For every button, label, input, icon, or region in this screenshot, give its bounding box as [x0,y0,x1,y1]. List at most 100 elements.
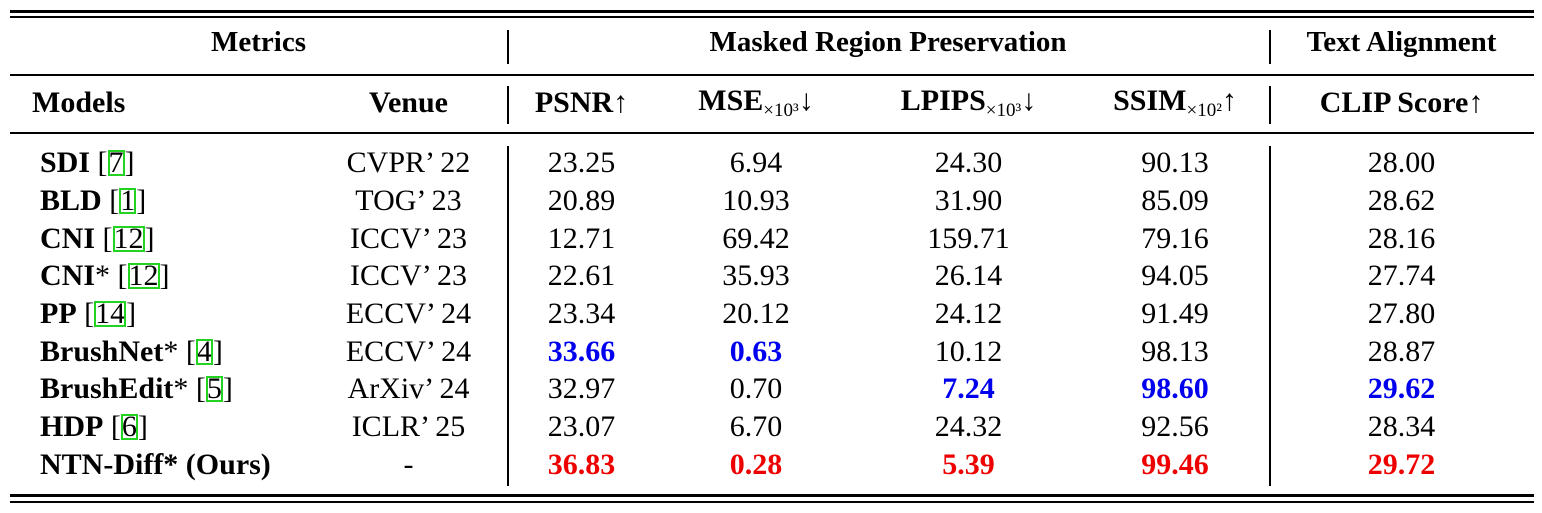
model-suffix: [ [90,146,108,180]
citation-link[interactable]: 12 [127,259,160,293]
citation-close: ] [124,146,135,180]
lpips-cell: 7.24 [942,372,995,406]
citation-close: ] [159,259,170,293]
top-rule [10,10,1534,13]
model-name: CNI [40,259,96,293]
lpips-cell: 31.90 [934,184,1003,218]
mse-cell: 6.70 [729,410,783,444]
model-cell: BrushNet* [4] [10,332,310,370]
model-suffix: * [ [163,334,196,368]
venue-cell: ECCV’ 24 [345,297,472,331]
clip-cell: 28.87 [1367,334,1436,368]
model-name: NTN-Diff* (Ours) [40,447,271,481]
psnr-header: PSNR↑ [534,86,629,119]
model-cell: CNI [12] [10,219,310,257]
model-name: BrushEdit [40,372,174,406]
vsep-1a [507,30,509,64]
ssim-header: SSIM×10²↑ [1113,84,1237,121]
ssim-cell: 90.13 [1141,146,1209,180]
citation-link[interactable]: 5 [205,372,223,406]
table-row: BrushEdit* [5] ArXiv’ 24 32.97 0.70 7.24 98.6… [10,370,1534,408]
vsep-1c [507,146,509,486]
citation-close: ] [144,221,155,255]
results-table: Metrics Masked Region Preservation Text … [10,10,1534,497]
vsep-1b [507,86,509,124]
model-name: BrushNet [40,334,164,368]
model-name: SDI [40,146,91,180]
clip-cell: 28.00 [1367,146,1436,180]
lpips-cell: 24.12 [934,297,1003,331]
table-body: SDI [7] CVPR’ 22 23.25 6.94 24.30 90.13 28.00 B… [10,132,1534,497]
ssim-cell: 94.05 [1141,259,1209,293]
psnr-cell: 20.89 [547,184,616,218]
citation-link[interactable]: 4 [195,334,213,368]
model-name: BLD [40,184,102,218]
metrics-header: Metrics [211,25,306,58]
clip-cell: 28.34 [1367,410,1436,444]
bottom-rule [10,494,1534,497]
citation-link[interactable]: 6 [120,410,138,444]
psnr-cell: 23.25 [547,146,616,180]
header-rule-2 [10,132,1534,134]
citation-link[interactable]: 7 [107,146,125,180]
ssim-cell: 99.46 [1141,447,1209,481]
psnr-cell: 36.83 [547,447,616,481]
mse-cell: 20.12 [722,297,790,331]
table-row: BLD [1] TOG’ 23 20.89 10.93 31.90 85.09 28.62 [10,182,1534,220]
clip-cell: 27.80 [1367,297,1436,331]
ssim-cell: 79.16 [1141,221,1209,255]
model-suffix: [ [76,297,95,331]
table-row: NTN-Diff* (Ours) - 36.83 0.28 5.39 99.46 29.72 [10,446,1534,498]
citation-close: ] [222,372,233,406]
ssim-cell: 98.13 [1141,334,1209,368]
citation-link[interactable]: 14 [94,297,127,331]
venue-cell: ICCV’ 23 [350,259,467,293]
clip-cell: 28.62 [1367,184,1436,218]
text-alignment-header: Text Alignment [1306,25,1497,58]
citation-close: ] [212,334,223,368]
model-cell: CNI* [12] [10,257,310,295]
psnr-cell: 32.97 [547,372,616,406]
ssim-cell: 92.56 [1141,410,1209,444]
bottom-rule-inner [10,501,1534,503]
venue-cell: ICCV’ 23 [350,221,467,255]
lpips-cell: 24.30 [934,146,1003,180]
psnr-cell: 23.34 [547,297,616,331]
mse-cell: 6.94 [729,146,783,180]
citation-link[interactable]: 1 [119,184,137,218]
model-cell: BrushEdit* [5] [10,370,310,408]
mse-cell: 0.70 [729,372,783,406]
psnr-cell: 23.07 [547,410,616,444]
ssim-cell: 85.09 [1141,184,1209,218]
psnr-cell: 22.61 [547,259,616,293]
top-rule-inner [10,16,1534,18]
lpips-cell: 24.32 [934,410,1003,444]
clip-cell: 27.74 [1367,259,1436,293]
model-cell: BLD [1] [10,182,310,220]
preservation-header: Masked Region Preservation [709,25,1067,58]
citation-close: ] [137,410,148,444]
table-row: SDI [7] CVPR’ 22 23.25 6.94 24.30 90.13 28.00 [10,132,1534,182]
model-cell: SDI [7] [10,132,310,182]
mse-cell: 10.93 [722,184,790,218]
citation-close: ] [136,184,147,218]
lpips-cell: 26.14 [934,259,1003,293]
ssim-cell: 91.49 [1141,297,1209,331]
model-name: PP [40,297,77,331]
psnr-cell: 12.71 [547,221,616,255]
citation-link[interactable]: 12 [112,221,145,255]
ssim-cell: 98.60 [1141,372,1209,406]
venue-header: Venue [369,86,448,119]
model-suffix: [ [95,221,113,255]
venue-cell: ECCV’ 24 [345,334,472,368]
clip-cell: 29.62 [1367,372,1436,406]
table-row: CNI [12] ICCV’ 23 12.71 69.42 159.71 79.16 28.… [10,219,1534,257]
clip-header: CLIP Score↑ [1319,86,1484,119]
venue-cell: ArXiv’ 24 [347,372,470,406]
lpips-cell: 5.39 [942,447,995,481]
psnr-cell: 33.66 [547,334,616,368]
venue-cell: CVPR’ 22 [346,146,471,180]
clip-cell: 28.16 [1367,221,1436,255]
model-cell: PP [14] [10,295,310,333]
lpips-cell: 10.12 [934,334,1003,368]
